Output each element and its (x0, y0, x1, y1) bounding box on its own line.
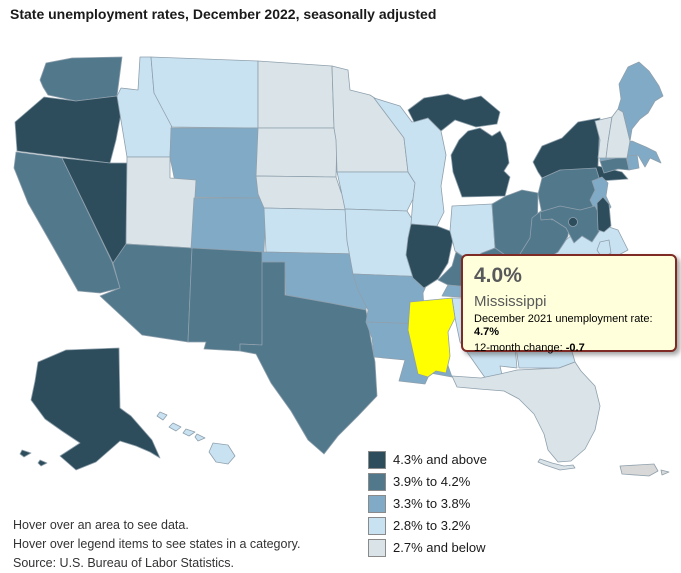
state-de[interactable] (596, 196, 612, 233)
legend-label: 3.9% to 4.2% (393, 474, 471, 489)
legend-swatch-light (368, 516, 386, 535)
tooltip-prev-year-line: December 2021 unemployment rate: 4.7% (474, 313, 653, 338)
state-co[interactable] (190, 197, 267, 253)
territory-pr[interactable] (619, 463, 659, 477)
state-tx[interactable] (239, 261, 378, 455)
hover-tooltip: 4.0% Mississippi December 2021 unemploym… (461, 254, 677, 354)
state-ri[interactable] (626, 153, 640, 171)
legend-item-1[interactable]: 4.3% and above (368, 449, 487, 470)
state-mt[interactable] (150, 56, 259, 129)
legend-swatch-darkest (368, 450, 386, 469)
state-ak[interactable] (30, 347, 161, 471)
footer-notes: Hover over an area to see data. Hover ov… (13, 516, 300, 573)
legend-label: 2.8% to 3.2% (393, 518, 471, 533)
state-sd[interactable] (255, 127, 338, 178)
state-hi-kauai[interactable] (156, 411, 168, 421)
legend-swatch-dark (368, 472, 386, 491)
state-nd[interactable] (257, 60, 335, 129)
legend-item-3[interactable]: 3.3% to 3.8% (368, 493, 487, 514)
state-ia[interactable] (336, 171, 416, 212)
state-or[interactable] (14, 95, 124, 164)
tooltip-rate: 4.0% (474, 264, 522, 287)
state-il[interactable] (405, 223, 454, 289)
state-ks[interactable] (263, 207, 360, 255)
state-ny[interactable] (532, 117, 629, 182)
state-mi-lower[interactable] (450, 127, 511, 198)
legend-label: 4.3% and above (393, 452, 487, 467)
page-title: State unemployment rates, December 2022,… (10, 6, 437, 22)
legend-item-2[interactable]: 3.9% to 4.2% (368, 471, 487, 492)
legend: 4.3% and above 3.9% to 4.2% 3.3% to 3.8%… (368, 449, 487, 559)
state-me[interactable] (617, 61, 664, 142)
state-fl[interactable] (451, 361, 601, 463)
footer-hover-note: Hover over an area to see data. (13, 518, 189, 532)
legend-item-5[interactable]: 2.7% and below (368, 537, 487, 558)
legend-item-4[interactable]: 2.8% to 3.2% (368, 515, 487, 536)
territory-pr-islet[interactable] (660, 469, 670, 476)
legend-label: 2.7% and below (393, 540, 486, 555)
state-wa[interactable] (39, 56, 123, 102)
state-ms-highlighted[interactable] (407, 297, 456, 378)
state-ak-islands[interactable] (19, 449, 48, 467)
state-fl-keys[interactable] (537, 458, 576, 471)
footer-legend-note: Hover over legend items to see states in… (13, 537, 301, 551)
tooltip-state-name: Mississippi (474, 293, 547, 310)
legend-swatch-medium (368, 494, 386, 513)
state-mi-upper[interactable] (407, 93, 501, 132)
state-hi-oahu[interactable] (168, 422, 182, 432)
state-nm[interactable] (187, 247, 265, 352)
legend-swatch-lightest (368, 538, 386, 557)
tooltip-change-line: 12-month change: -0.7 (474, 342, 585, 354)
state-hi-maui[interactable] (194, 433, 206, 442)
legend-label: 3.3% to 3.8% (393, 496, 471, 511)
state-dc-dot[interactable] (568, 217, 578, 227)
state-hi-big-island[interactable] (208, 442, 236, 465)
footer-source: Source: U.S. Bureau of Labor Statistics. (13, 556, 234, 570)
state-hi-molokai[interactable] (182, 428, 196, 437)
